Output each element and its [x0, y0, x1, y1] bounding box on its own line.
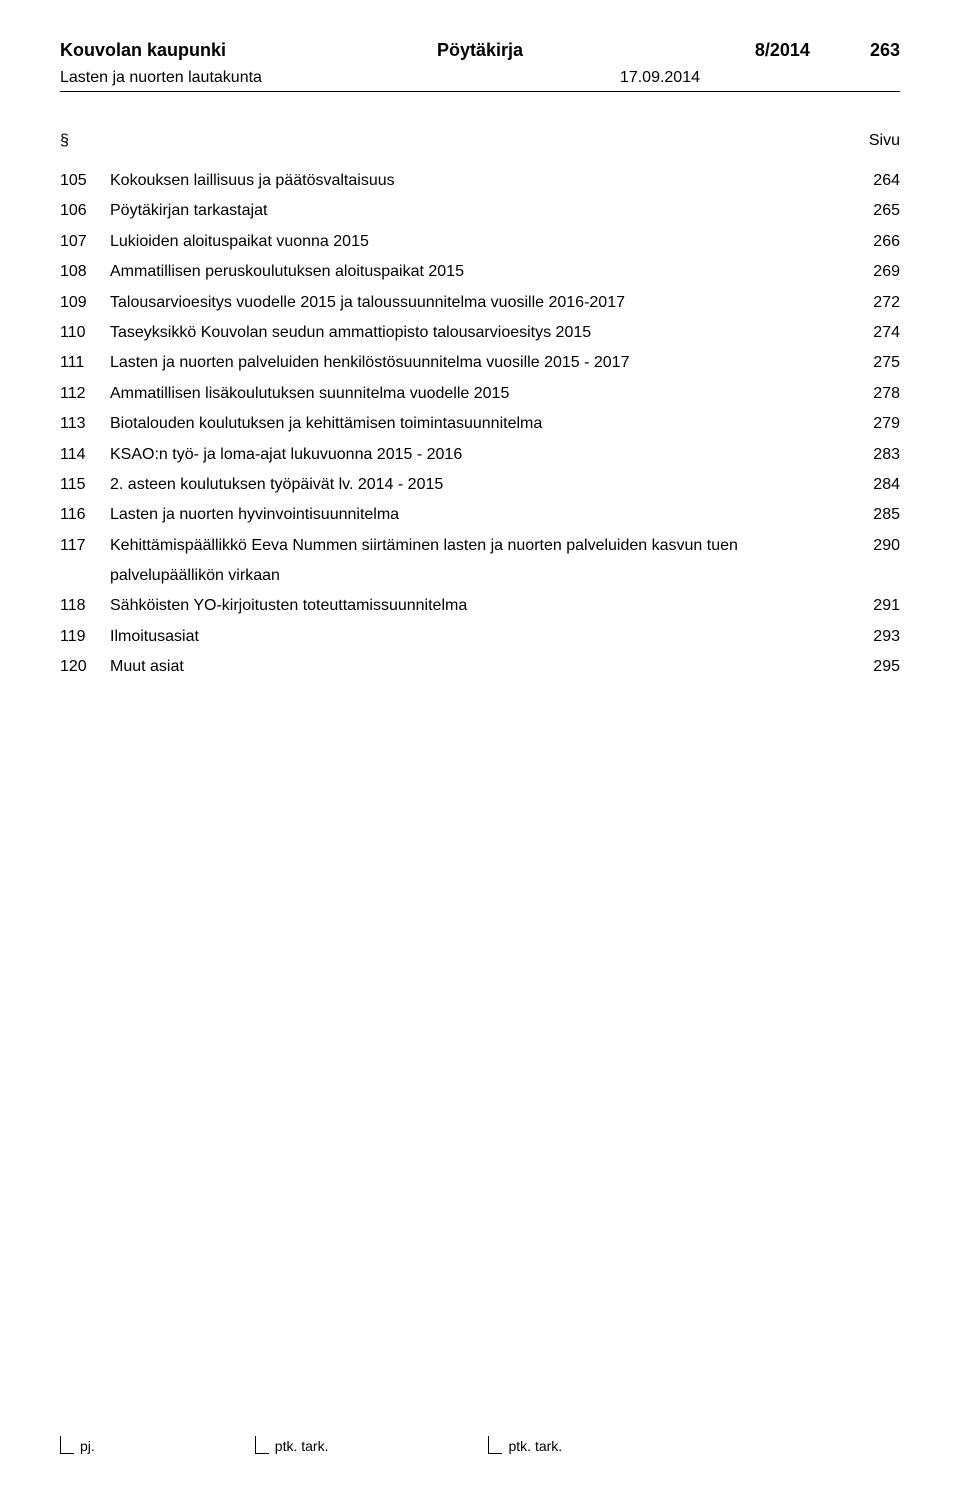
toc-row: 1152. asteen koulutuksen työpäivät lv. 2…	[60, 470, 900, 500]
toc-item-number: 105	[60, 166, 110, 196]
toc-column-headers: § Sivu	[60, 132, 900, 150]
toc-item-number: 112	[60, 379, 110, 409]
signature-footer: pj. ptk. tark. ptk. tark.	[60, 1436, 900, 1454]
toc-item-number: 115	[60, 470, 110, 500]
signature-pj: pj.	[60, 1436, 95, 1454]
header-divider	[60, 91, 900, 92]
toc-item-page: 293	[840, 622, 900, 652]
signature-ptk-2: ptk. tark.	[488, 1436, 562, 1454]
toc-item-number: 119	[60, 622, 110, 652]
toc-item-page: 283	[840, 440, 900, 470]
toc-item-number: 113	[60, 409, 110, 439]
toc-item-page: 291	[840, 591, 900, 621]
signature-label-pj: pj.	[80, 1438, 95, 1454]
toc-item-page: 284	[840, 470, 900, 500]
toc-item-page: 279	[840, 409, 900, 439]
toc-item-description: Ammatillisen peruskoulutuksen aloituspai…	[110, 257, 840, 287]
toc-item-page: 295	[840, 652, 900, 682]
toc-item-number: 118	[60, 591, 110, 621]
toc-item-description: Talousarvioesitys vuodelle 2015 ja talou…	[110, 288, 840, 318]
document-type: Pöytäkirja	[340, 40, 620, 61]
toc-item-number: 117	[60, 531, 110, 561]
signature-box-icon	[255, 1436, 269, 1454]
toc-item-description: KSAO:n työ- ja loma-ajat lukuvuonna 2015…	[110, 440, 840, 470]
toc-row: 109Talousarvioesitys vuodelle 2015 ja ta…	[60, 288, 900, 318]
toc-item-page: 290	[840, 531, 900, 561]
signature-box-icon	[60, 1436, 74, 1454]
toc-item-number: 114	[60, 440, 110, 470]
toc-item-description: Lasten ja nuorten hyvinvointisuunnitelma	[110, 500, 840, 530]
meeting-date: 17.09.2014	[380, 69, 900, 87]
document-header: Kouvolan kaupunki Pöytäkirja 8/2014 263	[60, 40, 900, 61]
toc-row: 111Lasten ja nuorten palveluiden henkilö…	[60, 348, 900, 378]
toc-item-number: 111	[60, 348, 110, 378]
toc-row: 114KSAO:n työ- ja loma-ajat lukuvuonna 2…	[60, 440, 900, 470]
col-header-desc	[110, 132, 840, 150]
toc-row: 116Lasten ja nuorten hyvinvointisuunnite…	[60, 500, 900, 530]
toc-item-number: 106	[60, 196, 110, 226]
toc-item-description: Kokouksen laillisuus ja päätösvaltaisuus	[110, 166, 840, 196]
toc-container: 105Kokouksen laillisuus ja päätösvaltais…	[60, 166, 900, 683]
toc-item-description: Pöytäkirjan tarkastajat	[110, 196, 840, 226]
toc-item-description: Kehittämispäällikkö Eeva Nummen siirtämi…	[110, 531, 840, 592]
col-header-symbol: §	[60, 132, 110, 150]
col-header-page: Sivu	[840, 132, 900, 150]
toc-item-description: Lasten ja nuorten palveluiden henkilöstö…	[110, 348, 840, 378]
toc-item-page: 264	[840, 166, 900, 196]
toc-item-description: Sähköisten YO-kirjoitusten toteuttamissu…	[110, 591, 840, 621]
toc-item-page: 265	[840, 196, 900, 226]
toc-item-number: 109	[60, 288, 110, 318]
sub-header: Lasten ja nuorten lautakunta 17.09.2014	[60, 69, 900, 87]
toc-item-page: 269	[840, 257, 900, 287]
toc-row: 119Ilmoitusasiat293	[60, 622, 900, 652]
signature-label-ptk-1: ptk. tark.	[275, 1438, 329, 1454]
toc-item-description: Taseyksikkö Kouvolan seudun ammattiopist…	[110, 318, 840, 348]
toc-item-page: 274	[840, 318, 900, 348]
toc-row: 106Pöytäkirjan tarkastajat265	[60, 196, 900, 226]
signature-box-icon	[488, 1436, 502, 1454]
toc-item-description: Ammatillisen lisäkoulutuksen suunnitelma…	[110, 379, 840, 409]
toc-item-page: 285	[840, 500, 900, 530]
toc-item-page: 275	[840, 348, 900, 378]
toc-row: 107Lukioiden aloituspaikat vuonna 201526…	[60, 227, 900, 257]
header-right-group: 8/2014 263	[620, 40, 900, 61]
toc-row: 110Taseyksikkö Kouvolan seudun ammattiop…	[60, 318, 900, 348]
page-number: 263	[870, 40, 900, 61]
toc-item-page: 272	[840, 288, 900, 318]
toc-item-description: Biotalouden koulutuksen ja kehittämisen …	[110, 409, 840, 439]
toc-row: 118Sähköisten YO-kirjoitusten toteuttami…	[60, 591, 900, 621]
toc-row: 117Kehittämispäällikkö Eeva Nummen siirt…	[60, 531, 900, 592]
document-number: 8/2014	[755, 40, 810, 61]
toc-item-number: 108	[60, 257, 110, 287]
toc-item-description: 2. asteen koulutuksen työpäivät lv. 2014…	[110, 470, 840, 500]
toc-item-number: 116	[60, 500, 110, 530]
toc-row: 108Ammatillisen peruskoulutuksen aloitus…	[60, 257, 900, 287]
toc-item-description: Muut asiat	[110, 652, 840, 682]
toc-row: 112Ammatillisen lisäkoulutuksen suunnite…	[60, 379, 900, 409]
toc-row: 120Muut asiat295	[60, 652, 900, 682]
toc-item-page: 266	[840, 227, 900, 257]
toc-item-page: 278	[840, 379, 900, 409]
toc-row: 113Biotalouden koulutuksen ja kehittämis…	[60, 409, 900, 439]
toc-item-description: Ilmoitusasiat	[110, 622, 840, 652]
toc-item-number: 110	[60, 318, 110, 348]
toc-item-number: 120	[60, 652, 110, 682]
toc-row: 105Kokouksen laillisuus ja päätösvaltais…	[60, 166, 900, 196]
signature-label-ptk-2: ptk. tark.	[508, 1438, 562, 1454]
org-name: Kouvolan kaupunki	[60, 40, 340, 61]
toc-item-description: Lukioiden aloituspaikat vuonna 2015	[110, 227, 840, 257]
signature-ptk-1: ptk. tark.	[255, 1436, 329, 1454]
board-name: Lasten ja nuorten lautakunta	[60, 69, 380, 87]
toc-item-number: 107	[60, 227, 110, 257]
